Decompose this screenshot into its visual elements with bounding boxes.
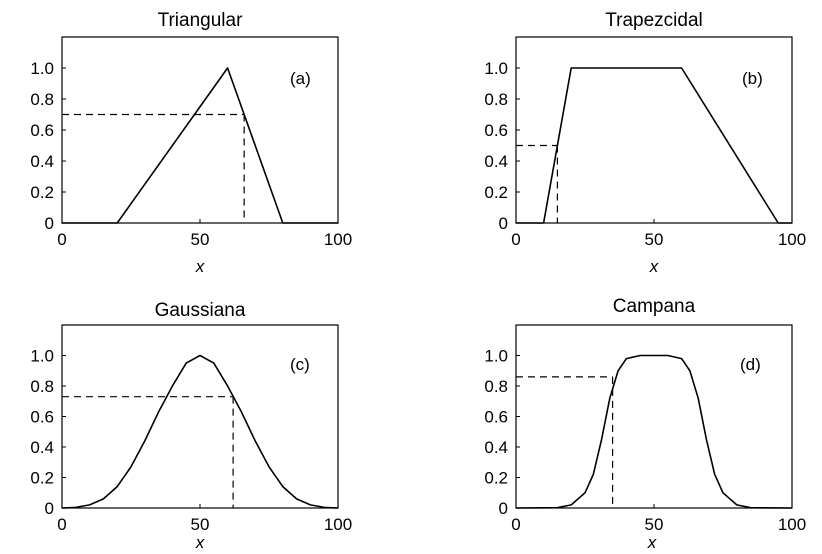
panel-label: (b): [742, 69, 763, 88]
chart-bell: Campana (d) x 0 0.2 0.4 0.6 0.8 1.0 0 50 100: [484, 296, 806, 552]
y-tick-label: 0.6: [30, 121, 54, 140]
membership-curve: [61, 354, 339, 509]
x-tick-label: 50: [645, 230, 664, 249]
x-axis-label: x: [195, 257, 205, 276]
x-tick-label: 50: [191, 230, 210, 249]
plot-frame: [61, 36, 339, 224]
y-tick-label: 0.4: [30, 438, 54, 457]
y-tick-label: 0.2: [484, 469, 508, 488]
chart-triangular: Triangular (a) x 0 0.2 0.4 0.6 0.8 1.0 0 50 100: [30, 10, 352, 276]
y-tick-label: 0: [45, 499, 54, 518]
chart-gaussian: Gaussiana (c) x 0 0.2 0.4 0.6 0.8 1.0 0 50 100: [30, 300, 352, 552]
y-tick-label: 0.6: [30, 408, 54, 427]
chart-title: Triangular: [158, 10, 244, 31]
y-tick-label: 0: [499, 499, 508, 518]
y-tick-label: 0.6: [484, 408, 508, 427]
x-tick-label: 0: [511, 230, 520, 249]
x-tick-label: 0: [511, 515, 520, 534]
plot-frame: [61, 324, 339, 509]
membership-curve: [62, 67, 338, 224]
x-tick-label: 100: [324, 515, 352, 534]
chart-title: Trapezcidal: [605, 10, 703, 31]
y-tick-label: 0.8: [30, 90, 54, 109]
membership-curve: [516, 67, 792, 224]
y-tick-label: 0.2: [484, 183, 508, 202]
x-tick-label: 50: [191, 515, 210, 534]
x-tick-label: 0: [57, 230, 66, 249]
x-tick-label: 100: [778, 230, 806, 249]
panel-label: (d): [740, 355, 761, 374]
y-tick-label: 0.8: [484, 377, 508, 396]
y-tick-label: 0: [499, 214, 508, 233]
chart-title: Gaussiana: [155, 300, 246, 321]
x-tick-label: 50: [645, 515, 664, 534]
panel-label: (a): [290, 69, 311, 88]
y-tick-label: 0.8: [30, 377, 54, 396]
x-tick-label: 100: [778, 515, 806, 534]
y-tick-label: 0.4: [484, 438, 508, 457]
y-tick-label: 1.0: [30, 347, 54, 366]
y-tick-label: 1.0: [484, 347, 508, 366]
x-tick-label: 0: [57, 515, 66, 534]
x-axis-label: x: [647, 533, 657, 552]
x-axis-label: x: [649, 257, 659, 276]
x-tick-label: 100: [324, 230, 352, 249]
y-tick-label: 0.4: [484, 152, 508, 171]
y-tick-label: 1.0: [484, 59, 508, 78]
x-axis-label: x: [195, 533, 205, 552]
panel-label: (c): [290, 355, 310, 374]
y-tick-label: 0.4: [30, 152, 54, 171]
y-tick-label: 1.0: [30, 59, 54, 78]
plot-frame: [515, 324, 793, 509]
y-tick-label: 0.8: [484, 90, 508, 109]
chart-title: Campana: [613, 296, 696, 317]
y-tick-label: 0.2: [30, 469, 54, 488]
y-tick-label: 0.6: [484, 121, 508, 140]
y-tick-label: 0.2: [30, 183, 54, 202]
membership-curve: [515, 354, 793, 509]
y-tick-label: 0: [45, 214, 54, 233]
chart-trapezoidal: Trapezcidal (b) x 0 0.2 0.4 0.6 0.8 1.0 0 50 100: [484, 10, 806, 276]
